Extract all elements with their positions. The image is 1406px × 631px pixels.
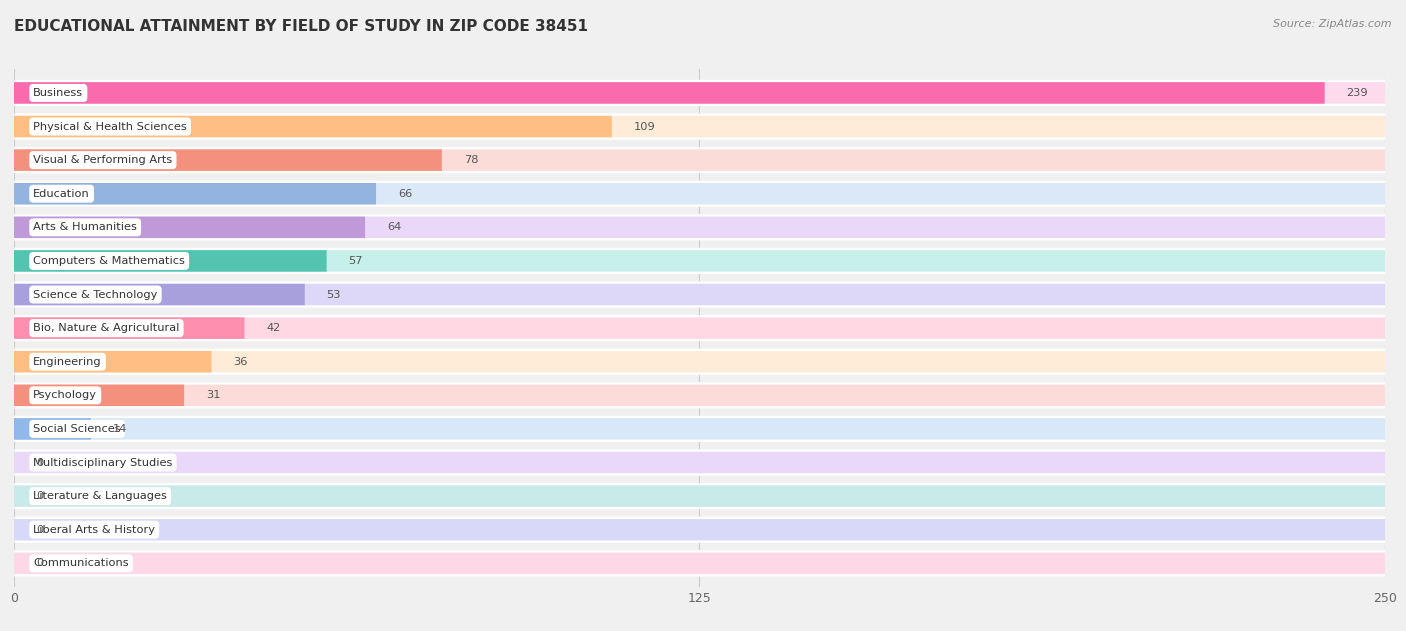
FancyBboxPatch shape xyxy=(14,519,1385,541)
FancyBboxPatch shape xyxy=(14,351,1385,372)
FancyBboxPatch shape xyxy=(14,150,441,171)
Text: Education: Education xyxy=(34,189,90,199)
Text: 57: 57 xyxy=(349,256,363,266)
FancyBboxPatch shape xyxy=(14,553,1385,574)
Text: Social Sciences: Social Sciences xyxy=(34,424,121,434)
FancyBboxPatch shape xyxy=(14,216,1385,238)
Text: 0: 0 xyxy=(37,491,44,501)
Text: Visual & Performing Arts: Visual & Performing Arts xyxy=(34,155,173,165)
Text: Psychology: Psychology xyxy=(34,391,97,400)
Text: 0: 0 xyxy=(37,558,44,569)
Text: Source: ZipAtlas.com: Source: ZipAtlas.com xyxy=(1274,19,1392,29)
Text: Engineering: Engineering xyxy=(34,357,101,367)
FancyBboxPatch shape xyxy=(14,147,1385,174)
FancyBboxPatch shape xyxy=(14,317,245,339)
FancyBboxPatch shape xyxy=(14,281,1385,308)
FancyBboxPatch shape xyxy=(14,82,1324,103)
Text: 109: 109 xyxy=(634,122,655,131)
Text: 0: 0 xyxy=(37,525,44,534)
FancyBboxPatch shape xyxy=(14,382,1385,408)
FancyBboxPatch shape xyxy=(14,317,1385,339)
FancyBboxPatch shape xyxy=(14,180,1385,207)
Text: Physical & Health Sciences: Physical & Health Sciences xyxy=(34,122,187,131)
FancyBboxPatch shape xyxy=(14,214,1385,240)
Text: 53: 53 xyxy=(326,290,342,300)
FancyBboxPatch shape xyxy=(14,183,1385,204)
FancyBboxPatch shape xyxy=(14,183,375,204)
FancyBboxPatch shape xyxy=(14,115,612,138)
FancyBboxPatch shape xyxy=(14,250,326,272)
FancyBboxPatch shape xyxy=(14,449,1385,476)
FancyBboxPatch shape xyxy=(14,384,1385,406)
FancyBboxPatch shape xyxy=(14,250,1385,272)
Text: Bio, Nature & Agricultural: Bio, Nature & Agricultural xyxy=(34,323,180,333)
Text: Multidisciplinary Studies: Multidisciplinary Studies xyxy=(34,457,173,468)
FancyBboxPatch shape xyxy=(14,114,1385,139)
FancyBboxPatch shape xyxy=(14,351,211,372)
FancyBboxPatch shape xyxy=(14,416,1385,442)
Text: Business: Business xyxy=(34,88,83,98)
Text: EDUCATIONAL ATTAINMENT BY FIELD OF STUDY IN ZIP CODE 38451: EDUCATIONAL ATTAINMENT BY FIELD OF STUDY… xyxy=(14,19,588,34)
Text: Computers & Mathematics: Computers & Mathematics xyxy=(34,256,186,266)
Text: 66: 66 xyxy=(398,189,412,199)
FancyBboxPatch shape xyxy=(14,517,1385,543)
FancyBboxPatch shape xyxy=(14,418,91,440)
FancyBboxPatch shape xyxy=(14,82,1385,103)
Text: Communications: Communications xyxy=(34,558,129,569)
Text: 42: 42 xyxy=(266,323,281,333)
FancyBboxPatch shape xyxy=(14,248,1385,274)
FancyBboxPatch shape xyxy=(14,452,1385,473)
FancyBboxPatch shape xyxy=(14,80,1385,106)
Text: Science & Technology: Science & Technology xyxy=(34,290,157,300)
FancyBboxPatch shape xyxy=(14,216,366,238)
Text: 36: 36 xyxy=(233,357,247,367)
Text: 78: 78 xyxy=(464,155,478,165)
FancyBboxPatch shape xyxy=(14,150,1385,171)
Text: Arts & Humanities: Arts & Humanities xyxy=(34,222,138,232)
FancyBboxPatch shape xyxy=(14,550,1385,576)
Text: 14: 14 xyxy=(112,424,127,434)
Text: Liberal Arts & History: Liberal Arts & History xyxy=(34,525,155,534)
Text: Literature & Languages: Literature & Languages xyxy=(34,491,167,501)
FancyBboxPatch shape xyxy=(14,485,1385,507)
Text: 239: 239 xyxy=(1347,88,1368,98)
Text: 31: 31 xyxy=(207,391,221,400)
FancyBboxPatch shape xyxy=(14,284,1385,305)
FancyBboxPatch shape xyxy=(14,315,1385,341)
FancyBboxPatch shape xyxy=(14,418,1385,440)
FancyBboxPatch shape xyxy=(14,483,1385,509)
FancyBboxPatch shape xyxy=(14,115,1385,138)
Text: 0: 0 xyxy=(37,457,44,468)
Text: 64: 64 xyxy=(387,222,401,232)
FancyBboxPatch shape xyxy=(14,384,184,406)
FancyBboxPatch shape xyxy=(14,284,305,305)
FancyBboxPatch shape xyxy=(14,348,1385,375)
